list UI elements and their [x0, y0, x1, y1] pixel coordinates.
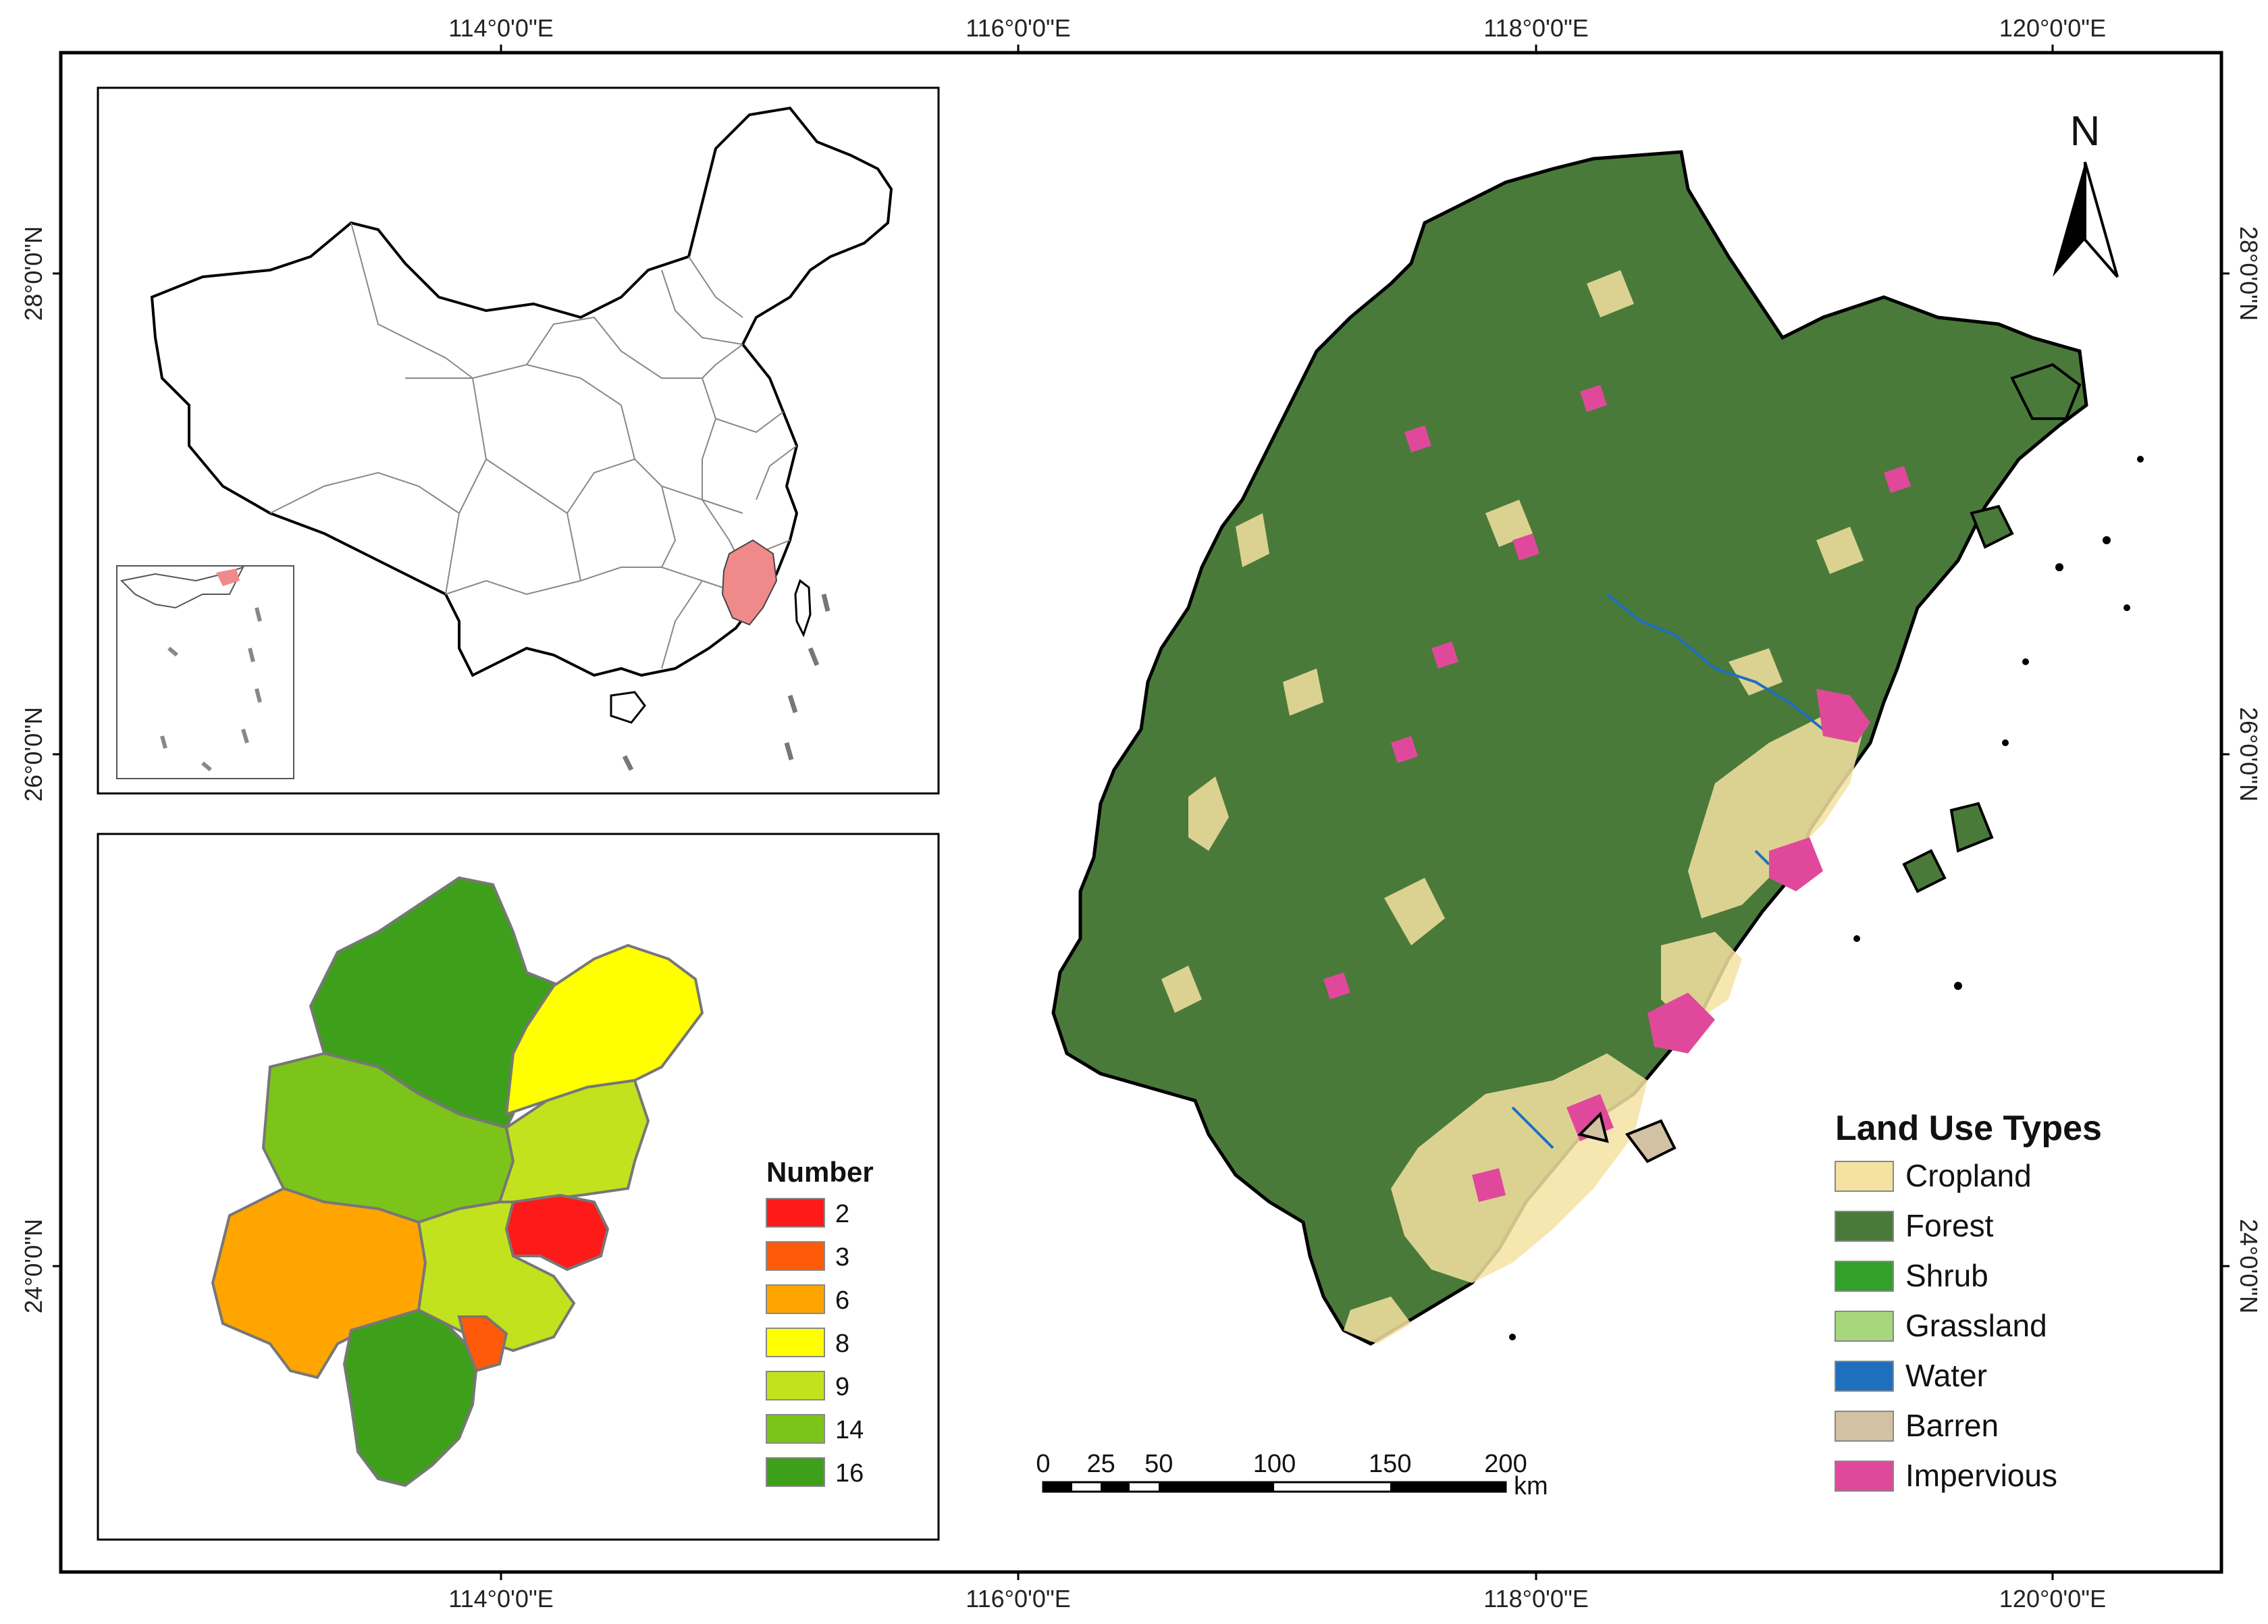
bottom-lon-label: 114°0'0"E	[448, 1585, 554, 1613]
number-swatch	[766, 1328, 825, 1357]
land-use-swatch	[1835, 1311, 1894, 1342]
land-use-legend: Land Use Types Cropland Forest Shrub Grassl…	[1835, 1109, 2102, 1493]
number-swatch	[766, 1198, 825, 1228]
land-use-label: Grassland	[1905, 1308, 2047, 1343]
region-9	[498, 1078, 650, 1203]
land-use-label: Shrub	[1905, 1258, 1988, 1293]
nine-dash-line	[622, 594, 830, 771]
bottom-lon-label: 116°0'0"E	[966, 1585, 1071, 1613]
number-label: 14	[835, 1416, 864, 1444]
region-16-south	[342, 1308, 478, 1488]
top-lon-label: 120°0'0"E	[1999, 14, 2106, 42]
north-label: N	[2070, 108, 2101, 155]
bottom-lon-label: 120°0'0"E	[1999, 1585, 2106, 1613]
number-label: 2	[835, 1200, 849, 1228]
top-lon-label: 118°0'0"E	[1483, 14, 1589, 42]
scale-segment	[1101, 1482, 1130, 1492]
map-frame	[59, 51, 2223, 1574]
scale-tick-label: 200	[1484, 1450, 1527, 1478]
land-use-label: Water	[1905, 1358, 1987, 1393]
scale-unit: km	[1514, 1472, 1548, 1500]
taiwan-island	[794, 579, 812, 637]
scale-segment	[1159, 1482, 1274, 1492]
land-use-swatch	[1835, 1161, 1894, 1192]
number-legend-title: Number	[766, 1156, 874, 1188]
number-swatch	[766, 1371, 825, 1400]
number-label: 6	[835, 1286, 849, 1315]
number-legend: Number 2 3 6 8 9 14 16	[766, 1156, 874, 1488]
fujian-city-map	[211, 876, 704, 1488]
china-map	[116, 106, 893, 779]
left-lat-label: 28°0'0"N	[20, 226, 47, 321]
land-use-swatch	[1835, 1211, 1894, 1242]
top-lon-label: 116°0'0"E	[966, 14, 1071, 42]
graticule-ticks	[53, 45, 2230, 1580]
south-china-sea-inset	[116, 565, 294, 779]
number-label: 8	[835, 1330, 849, 1358]
scale-tick-label: 25	[1086, 1450, 1115, 1478]
top-lon-label: 114°0'0"E	[448, 14, 554, 42]
land-use-label: Cropland	[1905, 1158, 2032, 1193]
region-2	[504, 1193, 610, 1272]
scale-tick-label: 150	[1369, 1450, 1411, 1478]
sea-inset-coast	[120, 566, 244, 609]
scale-tick-label: 0	[1036, 1450, 1050, 1478]
offshore-islands	[1902, 363, 2082, 893]
right-lat-label: 24°0'0"N	[2235, 1219, 2263, 1313]
small-islets	[1509, 456, 2144, 1340]
land-use-swatch	[1835, 1411, 1894, 1442]
number-swatch	[766, 1414, 825, 1444]
left-lat-label: 26°0'0"N	[20, 707, 47, 802]
land-use-swatch	[1835, 1261, 1894, 1292]
land-use-swatch	[1835, 1361, 1894, 1392]
fujian-highlight	[721, 539, 778, 626]
scale-bar: 0 25 50 100 150 200 km	[1036, 1450, 1548, 1500]
right-lat-label: 26°0'0"N	[2235, 707, 2263, 802]
north-arrow-icon	[2053, 162, 2085, 277]
hainan-island	[610, 691, 646, 724]
left-lat-label: 24°0'0"N	[20, 1219, 47, 1313]
number-label: 16	[835, 1459, 864, 1488]
sea-inset-highlight	[216, 569, 240, 586]
bottom-lon-label: 118°0'0"E	[1483, 1585, 1589, 1613]
sea-inset-dashes	[160, 607, 262, 772]
land-use-swatch	[1835, 1461, 1894, 1492]
right-lat-label: 28°0'0"N	[2235, 226, 2263, 321]
number-swatch	[766, 1284, 825, 1314]
water-features	[1511, 593, 1824, 1149]
number-swatch	[766, 1241, 825, 1271]
land-use-label: Barren	[1905, 1408, 1999, 1443]
number-label: 3	[835, 1243, 849, 1272]
land-use-legend-title: Land Use Types	[1835, 1109, 2102, 1148]
land-use-label: Forest	[1905, 1208, 1994, 1243]
scale-tick-label: 100	[1253, 1450, 1296, 1478]
north-arrow: N	[2053, 108, 2119, 278]
fujian-land-use-map	[1051, 150, 2144, 1346]
number-label: 9	[835, 1373, 849, 1401]
scale-segment	[1043, 1482, 1072, 1492]
barren-islands	[1577, 1111, 1677, 1163]
region-8	[504, 943, 704, 1116]
land-use-label: Impervious	[1905, 1458, 2057, 1493]
scale-segment	[1390, 1482, 1506, 1492]
number-swatch	[766, 1457, 825, 1487]
scale-tick-label: 50	[1144, 1450, 1173, 1478]
